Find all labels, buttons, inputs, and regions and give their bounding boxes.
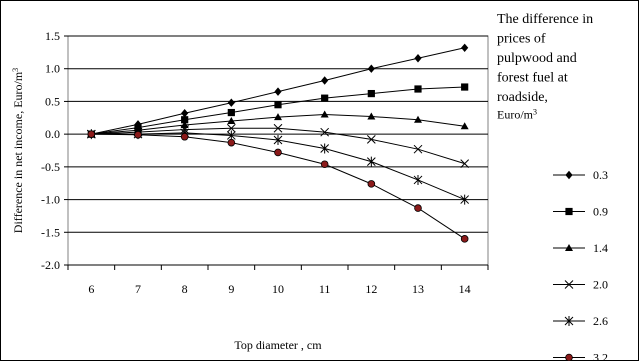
legend-title-line: prices of [497, 32, 546, 47]
data-point [367, 89, 375, 98]
legend-label: 2.0 [593, 278, 608, 292]
x-tick-label: 12 [365, 282, 377, 296]
legend-title: The difference in prices of pulpwood and fo… [497, 12, 593, 122]
data-point [414, 204, 422, 212]
y-tick-label: 0.5 [45, 94, 60, 108]
data-point [227, 138, 236, 147]
x-tick-label: 6 [88, 282, 94, 296]
data-point [226, 123, 236, 133]
data-point [274, 87, 282, 96]
data-point [367, 180, 376, 188]
legend-title-unit-superscript: 3 [533, 107, 537, 116]
data-point [460, 235, 469, 243]
data-point [227, 98, 235, 107]
y-axis-title-main: Difference in net income, Euro/m [11, 71, 25, 233]
legend-marker [564, 280, 574, 289]
legend-title-unit-text: Euro/m [497, 108, 534, 122]
y-axis-ticks: -2.0 -1.5 -1.0 -0.5 0.0 0.5 1.0 1.5 [41, 29, 68, 272]
x-tick-label: 11 [319, 282, 331, 296]
legend-marker [565, 207, 573, 216]
data-point [414, 115, 422, 123]
data-point [366, 135, 376, 144]
data-point [367, 112, 376, 120]
legend-item-1.4: 1.4 [553, 241, 608, 255]
data-point [134, 130, 142, 139]
data-point [181, 116, 189, 124]
legend-marker [564, 316, 574, 326]
data-point [414, 85, 422, 93]
data-point [320, 110, 329, 118]
legend-marker [565, 170, 573, 180]
data-point [321, 94, 329, 102]
data-point [320, 127, 330, 137]
data-point [180, 120, 189, 128]
y-tick-label: 0.0 [45, 127, 60, 141]
y-axis-title-superscript: 3 [11, 68, 20, 72]
data-point [227, 117, 236, 125]
y-tick-label: -2.0 [41, 258, 60, 272]
x-tick-label: 7 [135, 282, 141, 296]
series-lines [86, 43, 470, 243]
x-axis-ticks: 6 7 8 9 10 11 12 13 14 [67, 265, 489, 296]
data-point [274, 113, 282, 121]
data-point [273, 123, 283, 133]
series-0.3 [87, 43, 469, 139]
legend-title-line: forest fuel at [497, 71, 568, 86]
legend-label: 2.6 [593, 314, 608, 328]
data-point [366, 156, 376, 167]
legend-label: 0.3 [593, 168, 608, 182]
data-point [320, 143, 330, 154]
data-point [461, 43, 469, 52]
data-point [461, 83, 469, 91]
legend-item-0.9: 0.9 [553, 205, 608, 219]
data-point [413, 174, 423, 185]
data-point [273, 135, 283, 146]
y-tick-label: 1.5 [45, 29, 60, 43]
data-point [181, 109, 189, 118]
legend-label: 3.2 [593, 351, 608, 361]
x-axis-title: Top diameter , cm [234, 338, 322, 352]
y-tick-label: 1.0 [45, 62, 60, 76]
y-tick-label: -1.5 [41, 225, 60, 239]
data-point [413, 144, 423, 154]
data-point [321, 76, 329, 85]
x-tick-label: 8 [182, 282, 188, 296]
data-point [320, 160, 329, 169]
legend: The difference in prices of pulpwood and fo… [497, 12, 608, 361]
x-tick-label: 9 [228, 282, 234, 296]
legend-label: 0.9 [593, 205, 608, 219]
legend-items: 0.3 0.9 1.4 2.0 2.6 3.2 [553, 168, 608, 361]
x-tick-label: 10 [272, 282, 284, 296]
data-point [367, 64, 375, 73]
legend-title-line: pulpwood and [497, 51, 577, 66]
x-tick-label: 14 [459, 282, 471, 296]
legend-label: 1.4 [593, 241, 608, 255]
legend-title-unit: Euro/m3 [497, 107, 537, 122]
legend-marker [565, 244, 573, 251]
data-point [227, 108, 235, 117]
legend-item-0.3: 0.3 [553, 168, 608, 182]
data-point [226, 130, 236, 141]
data-point [87, 130, 96, 138]
y-tick-label: -0.5 [41, 160, 60, 174]
data-point [460, 194, 470, 205]
data-point [414, 54, 422, 63]
y-tick-label: -1.0 [41, 193, 60, 207]
data-point [274, 148, 282, 157]
legend-marker [565, 353, 573, 361]
legend-item-2.0: 2.0 [553, 278, 608, 292]
data-point [274, 101, 282, 109]
legend-title-line: roadside, [497, 90, 548, 105]
y-axis-title: Difference in net income, Euro/m3 [11, 68, 26, 233]
legend-title-line: The difference in [497, 12, 593, 27]
legend-item-2.6: 2.6 [553, 314, 608, 328]
x-tick-label: 13 [412, 282, 424, 296]
data-point [180, 132, 189, 141]
data-point [460, 122, 469, 130]
data-point [460, 159, 470, 168]
series-3.2 [87, 130, 469, 243]
